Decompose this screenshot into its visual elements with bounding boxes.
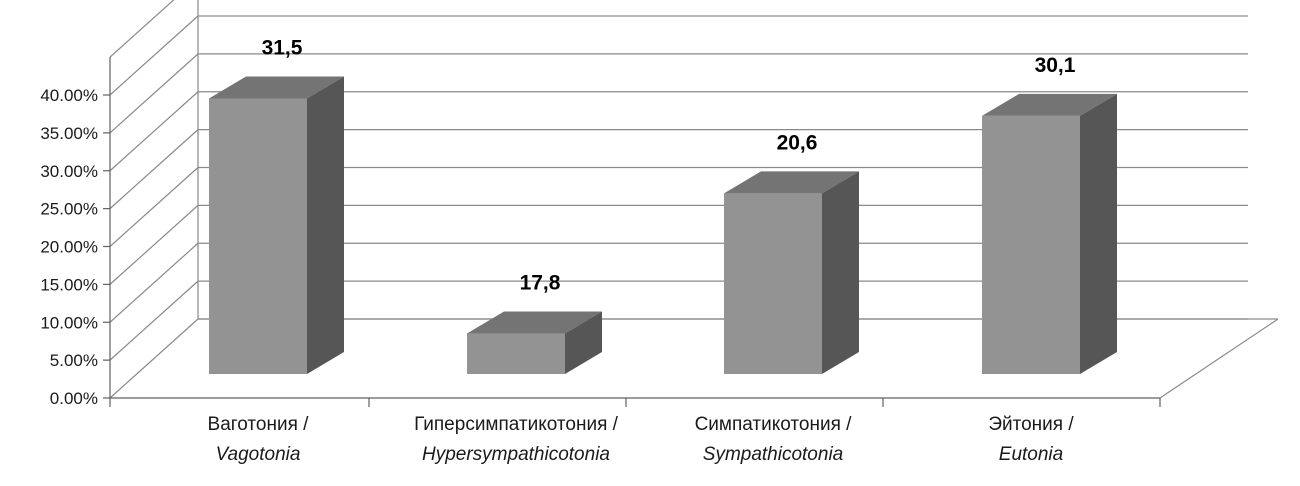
grid-diagonal <box>109 318 199 399</box>
bar-side-face <box>565 311 602 374</box>
grid-diagonal <box>109 280 199 361</box>
category-label-latin: Vagotonia <box>216 444 301 465</box>
category-label-latin: Sympathicotonia <box>703 444 843 465</box>
category-label: Ваготония / <box>208 414 310 435</box>
grid-diagonal <box>109 53 199 134</box>
bars <box>209 76 1117 375</box>
data-labels: 31,5 17,8 20,6 30,1 <box>262 36 1076 294</box>
grid-diagonal <box>109 15 199 96</box>
bar-top-face <box>467 311 602 334</box>
data-label: 20,6 <box>777 131 818 154</box>
bar-side-face <box>1080 93 1117 375</box>
bar-side-face <box>822 171 859 374</box>
bar-1 <box>209 76 344 375</box>
y-tick-label: 25.00% <box>40 200 98 219</box>
grid-diagonal <box>109 129 199 210</box>
bar-front-face <box>982 115 1080 375</box>
data-label: 17,8 <box>520 272 561 295</box>
y-axis-ticks: 0.00% 5.00% 10.00% 15.00% 20.00% 25.00% 30.00%… <box>40 86 98 408</box>
y-tick-label: 35.00% <box>40 124 98 143</box>
grid-diagonal <box>109 167 199 247</box>
category-labels: Ваготония / Vagotonia Гиперсимпатикотония … <box>208 414 1075 465</box>
data-label: 30,1 <box>1035 54 1076 77</box>
y-tick-label: 0.00% <box>50 389 98 408</box>
bar-front-face <box>209 98 307 375</box>
bar-front-face <box>467 333 565 374</box>
data-label: 31,5 <box>262 36 303 59</box>
bar-front-face <box>724 193 822 374</box>
category-label: Эйтония / <box>988 414 1074 435</box>
floor-right-edge <box>1159 318 1279 399</box>
category-label-latin: Hypersympathicotonia <box>422 444 610 465</box>
y-tick-label: 30.00% <box>40 162 98 181</box>
grid-diagonal <box>109 242 199 323</box>
bar-side-face <box>307 76 344 375</box>
category-label-latin: Eutonia <box>999 444 1063 465</box>
grid-diagonal <box>109 204 199 285</box>
grid-diagonal <box>109 91 199 172</box>
grid-diagonal <box>109 0 175 58</box>
bar-3 <box>724 171 859 374</box>
y-tick-label: 40.00% <box>40 86 98 105</box>
bar-4 <box>982 93 1117 375</box>
y-tick-label: 15.00% <box>40 275 98 294</box>
y-tick-label: 5.00% <box>50 351 98 370</box>
bar-top-face <box>724 171 859 194</box>
y-tick-label: 20.00% <box>40 238 98 257</box>
y-tick-label: 10.00% <box>40 313 98 332</box>
bar-2 <box>467 311 602 374</box>
bar-top-face <box>209 76 344 99</box>
bar-top-face <box>982 93 1117 116</box>
category-label: Симпатикотония / <box>695 414 853 435</box>
category-label: Гиперсимпатикотония / <box>414 414 619 435</box>
